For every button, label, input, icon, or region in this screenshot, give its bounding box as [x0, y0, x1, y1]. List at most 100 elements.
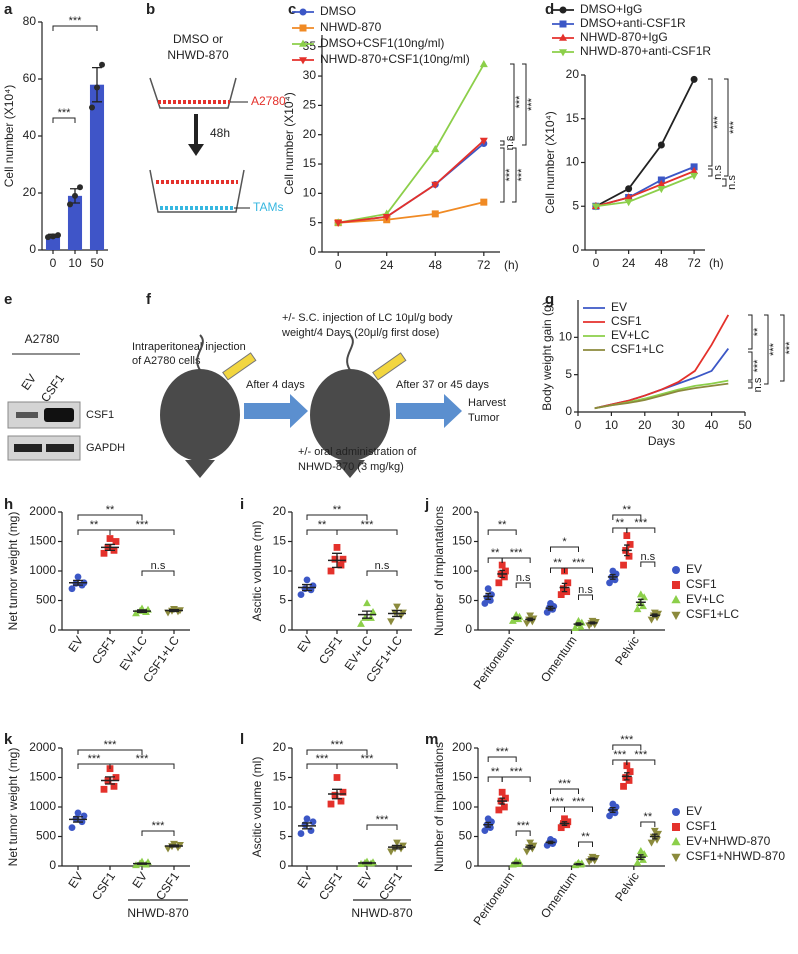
x-tick-label: CSF1 — [316, 869, 345, 902]
data-point — [481, 827, 489, 834]
significance-label: ** — [752, 327, 764, 336]
error-bar — [638, 598, 644, 606]
error-bar — [652, 613, 658, 618]
bar — [89, 84, 105, 250]
y-tick-label: 0 — [279, 622, 286, 636]
data-point — [399, 842, 407, 850]
error-bar — [302, 583, 312, 592]
significance-label: ** — [553, 557, 562, 569]
legend-label: DMSO+CSF1(10ng/ml) — [320, 36, 444, 50]
data-point — [68, 824, 76, 832]
data-point — [367, 613, 375, 621]
significance-bracket — [640, 821, 656, 827]
x-tick-label: CSF1 — [89, 869, 118, 902]
data-point — [132, 609, 140, 617]
data-point — [564, 579, 572, 587]
significance-label: n.s — [504, 135, 516, 150]
cell-line: A2780 — [25, 332, 60, 346]
y-tick-label: 100 — [452, 799, 472, 813]
error-bar — [485, 821, 491, 828]
data-point — [633, 605, 642, 613]
y-tick-label: 100 — [452, 563, 472, 577]
error-bar — [362, 861, 372, 865]
data-point — [170, 840, 178, 848]
x-tick-label: 48 — [655, 256, 669, 270]
data-point — [112, 538, 120, 545]
well — [149, 77, 237, 109]
data-point — [500, 803, 508, 811]
data-point — [327, 567, 335, 575]
legend-label: CSF1 — [686, 819, 717, 833]
significance-bracket — [612, 514, 642, 520]
panel-b: b DMSO or NHWD-870 A2780 48h TAMs — [146, 1, 286, 214]
data-point — [525, 844, 533, 852]
significance-bracket — [764, 314, 769, 385]
significance-bracket — [550, 546, 579, 552]
significance-bracket — [564, 806, 593, 812]
significance-label: *** — [376, 814, 390, 826]
significance-label: *** — [152, 820, 166, 832]
arrow-text: After 37 or 45 days — [396, 379, 489, 391]
panel-label: l — [240, 731, 244, 748]
x-tick-label: 10 — [68, 256, 82, 270]
y-tick-label: 0 — [279, 858, 286, 872]
data-point — [606, 812, 613, 820]
data-point — [623, 532, 631, 539]
y-tick-label: 20 — [273, 504, 287, 518]
series-line — [595, 170, 695, 208]
y-tick-label: 0 — [49, 622, 56, 636]
significance-label: *** — [104, 739, 118, 751]
x-tick-label: Pelvic — [612, 634, 642, 668]
significance-bracket — [626, 527, 656, 533]
significance-label: *** — [516, 168, 528, 182]
error-bar — [589, 857, 596, 861]
significance-bracket — [612, 744, 642, 750]
y-tick-label: 15 — [303, 156, 317, 170]
y-axis-label: Cell number (X10⁴) — [282, 92, 296, 195]
data-point — [650, 827, 659, 835]
data-point — [393, 839, 401, 847]
error-bar — [392, 609, 402, 618]
data-point — [132, 861, 140, 869]
significance-label: *** — [136, 753, 150, 765]
y-tick-label: 20 — [273, 740, 287, 754]
x-tick-label: 48 — [429, 258, 443, 272]
significance-bracket — [366, 824, 398, 830]
legend-label: EV+NHWD-870 — [686, 834, 771, 848]
x-tick-label: Pelvic — [612, 870, 642, 904]
x-tick-label: Peritoneum — [471, 634, 518, 692]
x-tick-label: 0 — [593, 256, 600, 270]
mouse-head — [335, 460, 365, 478]
significance-label: *** — [58, 107, 72, 119]
data-point — [609, 567, 617, 575]
error-bar — [302, 822, 312, 830]
data-point — [624, 199, 633, 207]
error-bar — [73, 579, 83, 586]
error-bar — [73, 816, 83, 823]
legend-label: NHWD-870+IgG — [580, 30, 668, 44]
data-point — [297, 591, 305, 598]
data-point — [620, 561, 627, 569]
data-point — [99, 61, 105, 68]
x-tick-label: 24 — [380, 258, 394, 272]
error-bar — [589, 621, 596, 625]
significance-label: n.s — [516, 572, 531, 584]
data-point — [106, 535, 114, 542]
data-point — [633, 858, 642, 866]
legend-marker — [672, 581, 680, 589]
x-axis-label: (h) — [709, 256, 724, 270]
data-point — [357, 619, 365, 627]
data-point — [74, 809, 82, 817]
significance-bracket — [578, 841, 593, 847]
legend-marker — [671, 837, 681, 846]
group-label: NHWD-870 — [351, 906, 413, 920]
y-tick-label: 30 — [303, 68, 317, 82]
error-bar — [561, 582, 568, 593]
significance-label: *** — [784, 341, 796, 355]
data-point — [588, 617, 597, 625]
legend-marker — [672, 823, 680, 831]
significance-label: ** — [491, 766, 500, 778]
x-tick-label: Omentum — [538, 634, 580, 685]
x-tick-label: EV — [294, 870, 315, 891]
significance-label: *** — [752, 359, 764, 373]
